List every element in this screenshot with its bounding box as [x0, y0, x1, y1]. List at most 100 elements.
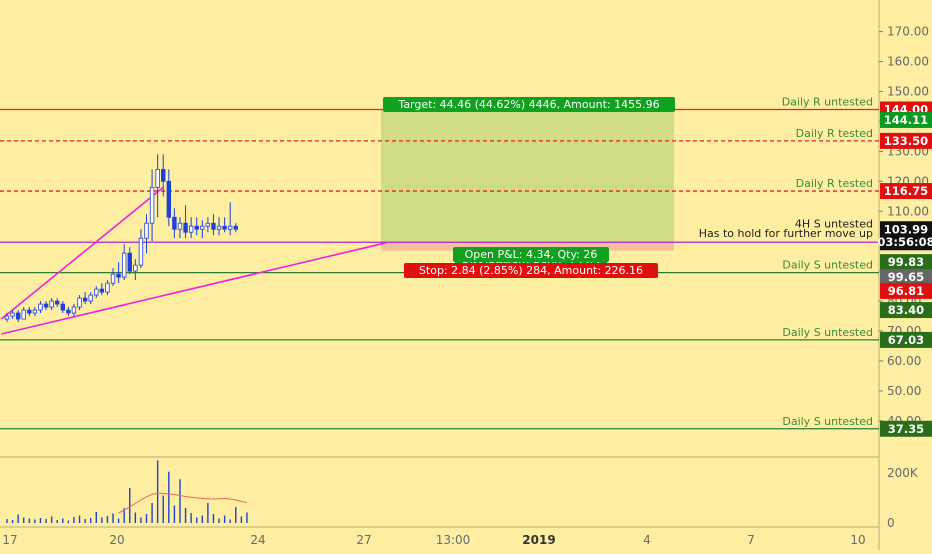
time-axis-label: 20 — [109, 533, 124, 547]
level-label: Daily R tested — [796, 177, 873, 190]
candle-body — [66, 309, 71, 314]
candle-body — [138, 237, 144, 266]
price-tag: 116.75 — [884, 184, 928, 198]
candle-body — [15, 312, 21, 320]
time-axis-label: 10 — [850, 533, 865, 547]
price-tag-box — [880, 132, 932, 149]
price-tag-box — [880, 221, 932, 238]
profit-zone — [381, 109, 674, 243]
time-axis-label: 2019 — [522, 533, 555, 547]
candle-body — [99, 288, 105, 293]
price-axis-label: 160.00 — [887, 55, 929, 69]
time-axis-label: 27 — [356, 533, 371, 547]
level-label: Daily R untested — [782, 95, 873, 108]
candle-body — [88, 294, 93, 302]
candle-body — [222, 225, 227, 230]
stop-label-box — [404, 263, 658, 278]
candle-body — [211, 222, 216, 230]
candle-body — [227, 225, 233, 230]
time-axis-label: 13:00 — [436, 533, 471, 547]
candle-body — [205, 222, 211, 227]
candle-body — [183, 222, 188, 233]
price-axis-label: 170.00 — [887, 25, 929, 39]
candle-body — [60, 303, 65, 311]
candle-body — [77, 297, 82, 308]
price-axis-label: 150.00 — [887, 85, 929, 99]
candle-body — [233, 225, 238, 230]
price-tag: 67.03 — [888, 333, 924, 347]
volume-ma-line — [118, 492, 247, 514]
price-axis-label: 60.00 — [887, 354, 921, 368]
price-tag-box — [880, 420, 932, 437]
candle-body — [149, 186, 155, 224]
price-tag: 99.65 — [888, 270, 924, 284]
candle-body — [166, 180, 172, 218]
candle-body — [116, 273, 121, 278]
price-tag-box — [880, 234, 932, 251]
candle-body — [27, 309, 32, 314]
candle-body — [82, 297, 88, 302]
volume-axis-label: 0 — [887, 516, 895, 530]
candle-body — [127, 252, 132, 272]
candle-body — [177, 222, 183, 230]
candle-body — [110, 273, 116, 284]
candle-body — [144, 222, 149, 239]
price-tag: 133.50 — [884, 134, 928, 148]
price-tag-box — [880, 331, 932, 348]
candle-body — [172, 216, 177, 230]
price-tag-box — [880, 302, 932, 319]
loss-zone — [381, 242, 674, 251]
candle-body — [94, 288, 99, 296]
price-tag: 83.40 — [888, 303, 924, 317]
candle-body — [105, 282, 110, 293]
price-tag-box — [880, 282, 932, 299]
price-tag: 99.83 — [888, 255, 924, 269]
price-tag: 144.11 — [884, 113, 928, 127]
level-label: Daily R tested — [796, 127, 873, 140]
price-tag: 103.99 — [884, 222, 928, 236]
price-tag: 37.35 — [888, 422, 924, 436]
time-axis-label: 7 — [747, 533, 755, 547]
candle-body — [200, 225, 205, 230]
candle-body — [216, 225, 222, 230]
time-axis-label: 24 — [250, 533, 265, 547]
price-tag-box — [880, 111, 932, 128]
candle-body — [4, 315, 10, 320]
candle-body — [71, 306, 77, 314]
level-label: Daily S untested — [782, 259, 873, 272]
annotation-note: Has to hold for further move up — [699, 227, 873, 240]
candle-body — [21, 309, 26, 320]
candle-body — [194, 225, 199, 230]
time-axis-label: 17 — [2, 533, 17, 547]
pnl-label-box — [453, 247, 609, 262]
time-axis-label: 4 — [643, 533, 651, 547]
price-axis-label: 110.00 — [887, 204, 929, 218]
trendline — [1, 241, 387, 335]
price-tag: 03:56:08 — [877, 235, 932, 249]
level-label: Daily S untested — [782, 415, 873, 428]
price-tag: 96.81 — [888, 284, 924, 298]
price-tag-box — [880, 254, 932, 271]
candle-body — [188, 225, 194, 233]
pnl-label: Open P&L: 4.34, Qty: 26 — [465, 248, 598, 261]
candle-body — [43, 303, 49, 308]
annotation-note: 4H S untested — [795, 218, 873, 231]
price-axis-label: 50.00 — [887, 384, 921, 398]
candle-body — [10, 312, 15, 317]
volume-axis-label: 200K — [887, 466, 919, 480]
candle-body — [155, 168, 160, 188]
candle-body — [133, 264, 138, 272]
candle-body — [32, 309, 38, 314]
trendline — [0, 186, 164, 320]
price-tag-box — [880, 183, 932, 200]
target-label-box — [383, 97, 675, 112]
price-tag-box — [880, 269, 932, 286]
level-label: Daily S untested — [782, 326, 873, 339]
candle-body — [161, 168, 166, 182]
candle-body — [121, 252, 127, 278]
candle-body — [55, 300, 60, 305]
stop-label: Stop: 2.84 (2.85%) 284, Amount: 226.16 — [419, 264, 643, 277]
candle-body — [38, 303, 43, 311]
target-label: Target: 44.46 (44.62%) 4446, Amount: 145… — [397, 98, 659, 111]
